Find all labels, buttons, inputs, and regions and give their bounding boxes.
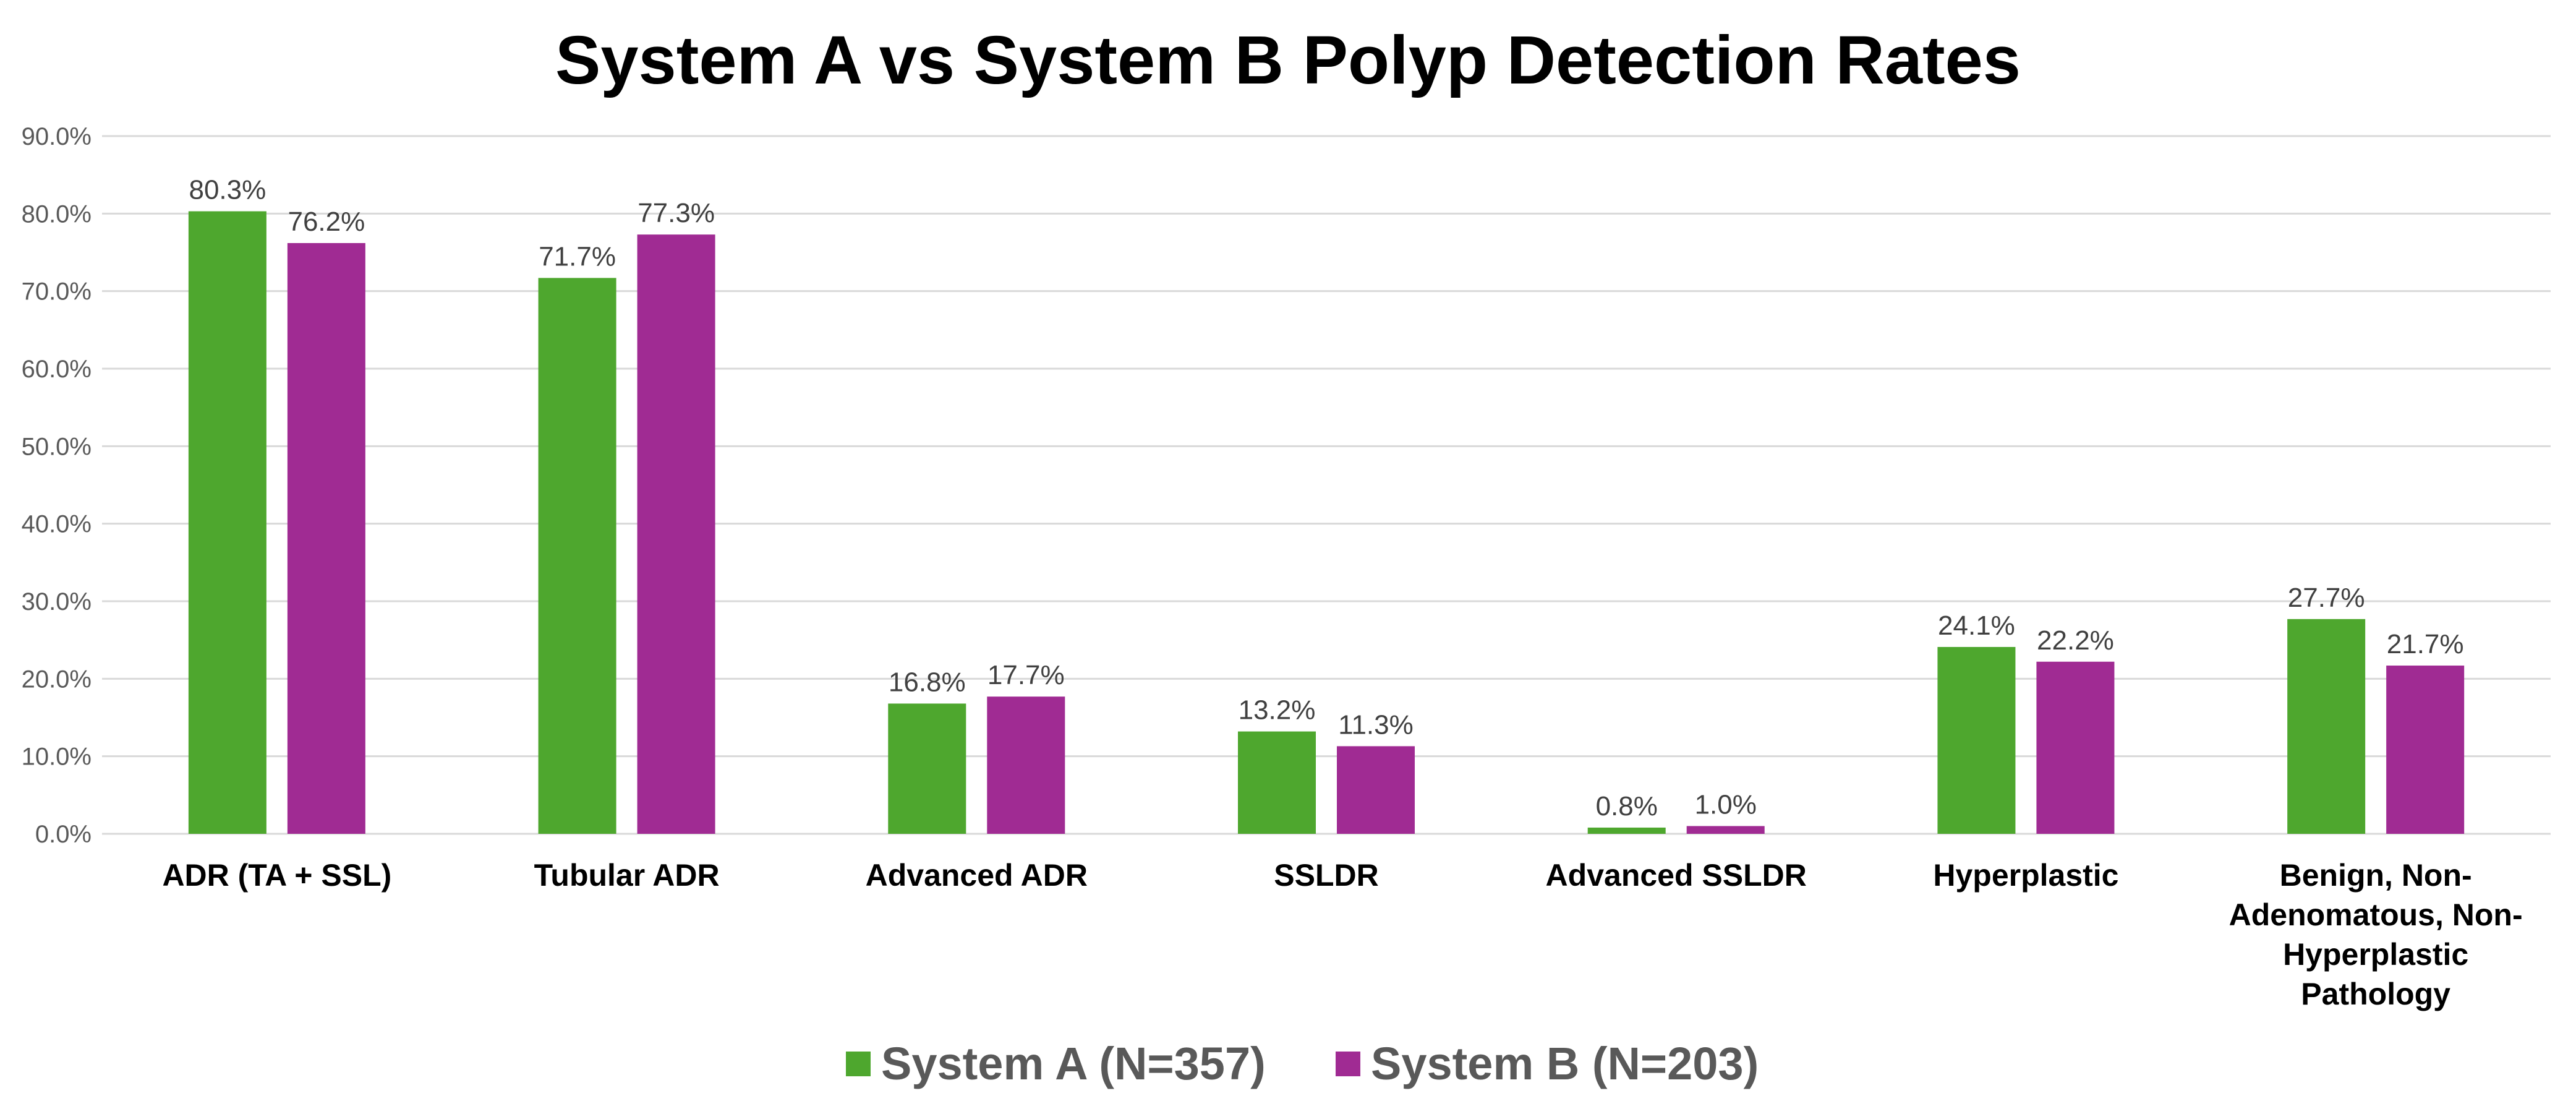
x-category-label: Hyperplastic [2283,937,2468,972]
data-label: 80.3% [189,175,266,205]
x-category-label: SSLDR [1274,858,1378,893]
y-tick-label: 30.0% [22,588,92,615]
x-category-label: ADR (TA + SSL) [162,858,391,893]
bar [1587,827,1666,834]
x-category-label: Tubular ADR [534,858,720,893]
data-label: 77.3% [638,198,715,228]
legend-swatch [846,1052,871,1076]
bar [1337,746,1415,834]
data-label: 17.7% [987,660,1065,690]
data-label: 21.7% [2387,629,2464,659]
bar [2386,666,2465,834]
y-tick-label: 70.0% [22,278,92,306]
bar [538,278,616,834]
data-label: 1.0% [1695,789,1757,820]
chart-title: System A vs System B Polyp Detection Rat… [555,22,2021,98]
data-label: 16.8% [889,667,966,697]
y-tick-label: 60.0% [22,356,92,383]
bar [1238,731,1316,834]
y-tick-label: 20.0% [22,666,92,693]
y-tick-label: 90.0% [22,123,92,150]
data-label: 71.7% [539,241,616,272]
x-category-label: Adenomatous, Non- [2229,898,2523,932]
x-category-label: Benign, Non- [2280,858,2472,893]
x-category-label: Pathology [2301,977,2450,1011]
data-label: 22.2% [2037,625,2114,656]
bar [2287,619,2366,834]
bar [637,234,715,834]
data-label: 11.3% [1338,709,1414,740]
data-label: 27.7% [2288,583,2365,613]
data-labels: 80.3% 76.2% 71.7% 77.3% 16.8% 17.7% 13.2% 11.3%… [189,175,2463,821]
legend-swatch [1336,1052,1360,1076]
bar [188,211,267,834]
data-label: 24.1% [1938,611,2015,641]
y-tick-label: 40.0% [22,511,92,538]
x-category-label: Advanced ADR [866,858,1088,893]
x-category-label: Hyperplastic [1933,858,2118,893]
bar [287,242,365,834]
bar [987,696,1065,834]
x-axis-categories: ADR (TA + SSL) Tubular ADR Advanced ADR SSL… [162,858,2522,1011]
data-label: 0.8% [1596,791,1658,821]
gridlines [102,135,2551,835]
bar [1937,646,2016,834]
data-label: 13.2% [1239,695,1316,726]
bar [2036,661,2115,834]
y-tick-label: 50.0% [22,433,92,460]
legend: System A (N=357) System B (N=203) [846,1038,1759,1089]
y-tick-label: 0.0% [35,821,92,848]
legend-label: System B (N=203) [1371,1038,1759,1089]
x-category-label: Advanced SSLDR [1546,858,1807,893]
data-label: 76.2% [288,207,365,237]
legend-label: System A (N=357) [881,1038,1266,1089]
bar [888,703,966,834]
bars [188,211,2465,834]
y-tick-label: 10.0% [22,743,92,771]
y-tick-label: 80.0% [22,200,92,228]
y-axis-ticks: 0.0% 10.0% 20.0% 30.0% 40.0% 50.0% 60.0% 70.0% 8… [22,123,92,848]
bar [1686,826,1765,834]
